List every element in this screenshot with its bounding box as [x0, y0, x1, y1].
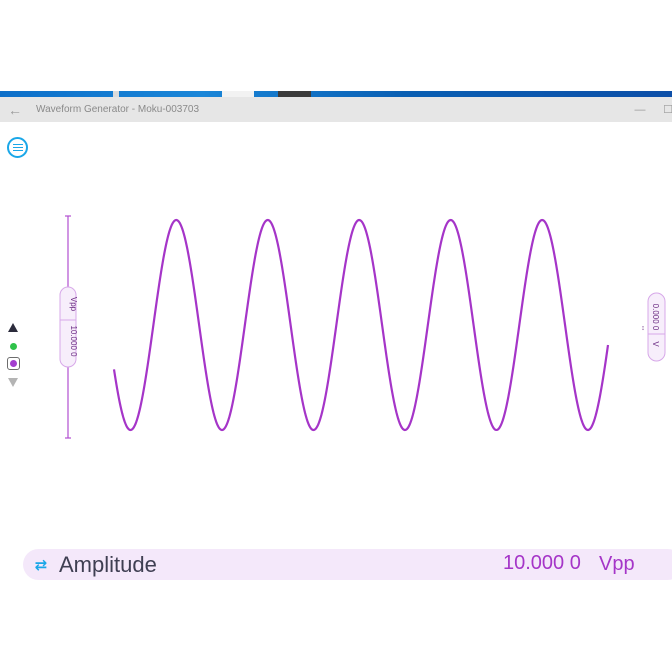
taskbar-strip — [0, 91, 672, 97]
offset-tab-value: 0.000 0 — [651, 304, 660, 331]
maximize-icon: ☐ — [663, 104, 672, 116]
channel-1-button[interactable] — [4, 339, 22, 353]
back-arrow-icon: ← — [8, 101, 22, 118]
scroll-up-button[interactable] — [4, 320, 22, 334]
parameter-name: Amplitude — [59, 551, 157, 577]
menu-button[interactable] — [7, 137, 28, 158]
triangle-down-icon — [8, 377, 18, 387]
waveform-trace — [112, 218, 610, 432]
parameter-value[interactable]: 10.000 0 — [503, 552, 581, 574]
parameter-bar[interactable]: ⇄ Amplitude 10.000 0 Vpp — [23, 549, 672, 580]
amplitude-range-marker[interactable]: Vpp 10.000 0 — [59, 215, 78, 439]
taskbar-thumbnail[interactable] — [278, 91, 311, 97]
scroll-down-button[interactable] — [4, 375, 22, 389]
amplitude-tab-unit: Vpp — [69, 297, 78, 312]
green-dot-icon — [9, 342, 17, 350]
minimize-button[interactable]: — — [632, 97, 648, 122]
title-bar: ← Waveform Generator - Moku-003703 — ☐ — [0, 97, 672, 122]
offset-marker-icon: ↕ — [641, 325, 645, 332]
offset-tab[interactable]: 0.000 0 V ↕ — [641, 292, 666, 362]
triangle-up-icon — [8, 322, 18, 332]
taskbar-thumbnail[interactable] — [222, 91, 254, 97]
amplitude-tab-value: 10.000 0 — [69, 325, 78, 357]
swap-icon[interactable]: ⇄ — [34, 556, 48, 574]
window-title: Waveform Generator - Moku-003703 — [36, 104, 200, 115]
taskbar-thumbnail[interactable] — [113, 91, 119, 97]
channel-2-button[interactable] — [4, 356, 22, 370]
back-button[interactable]: ← — [0, 97, 30, 122]
minimize-icon: — — [634, 103, 646, 116]
offset-tab-unit: V — [651, 341, 660, 347]
menu-icon — [12, 143, 23, 152]
purple-dot-icon — [6, 356, 20, 370]
maximize-button[interactable]: ☐ — [662, 97, 672, 122]
parameter-unit: Vpp — [599, 553, 635, 575]
